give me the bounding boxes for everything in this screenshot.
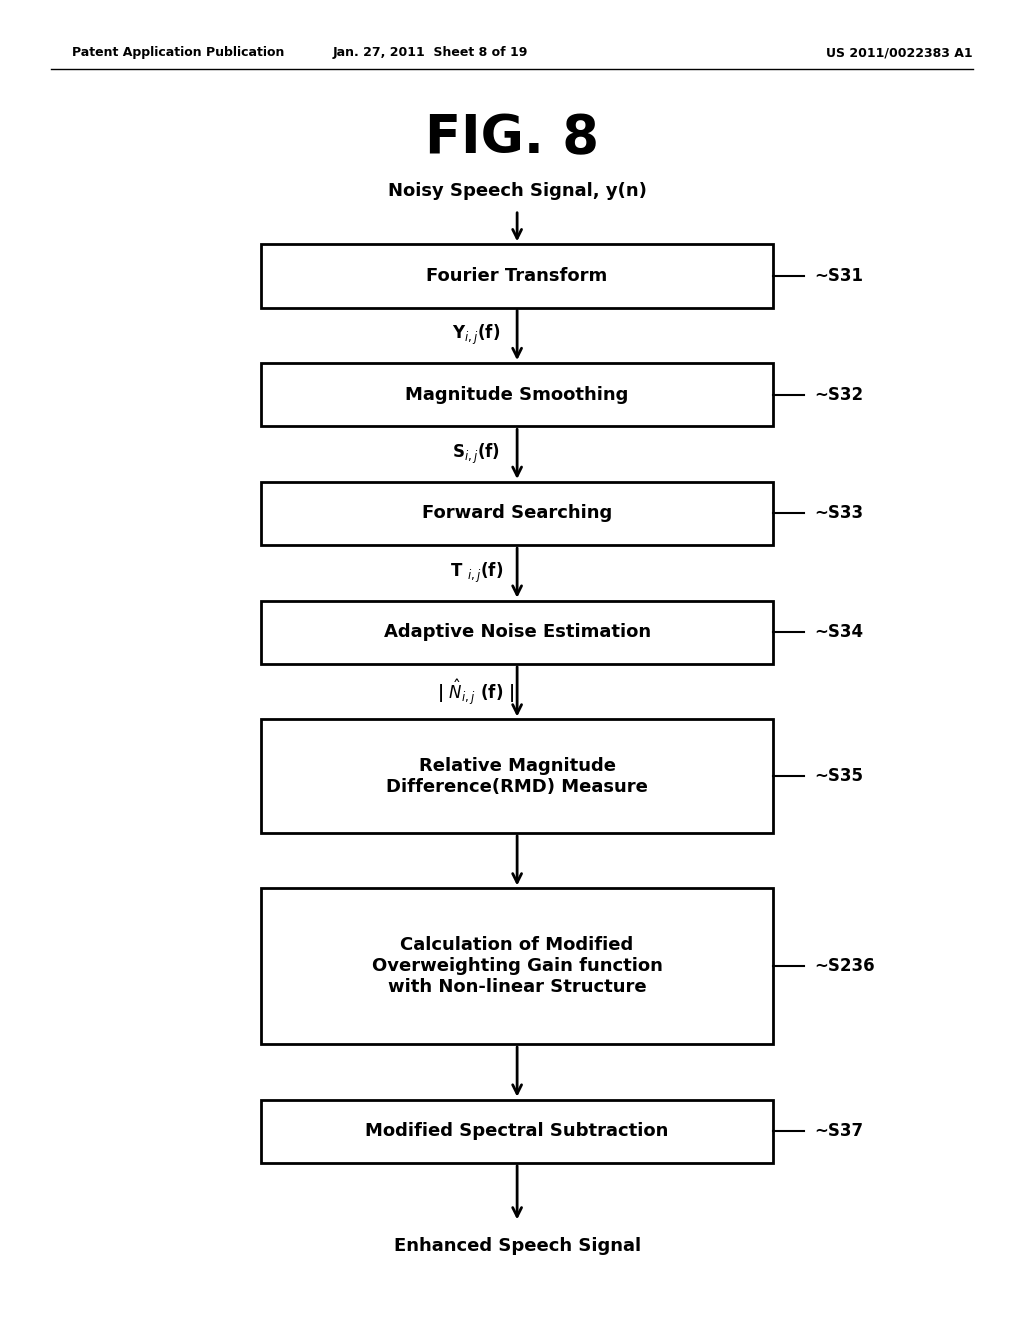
Text: | $\hat{N}_{i,j}$ (f) |: | $\hat{N}_{i,j}$ (f) |	[437, 677, 515, 706]
Text: ∼S34: ∼S34	[814, 623, 863, 642]
Text: Enhanced Speech Signal: Enhanced Speech Signal	[393, 1237, 641, 1255]
Text: Modified Spectral Subtraction: Modified Spectral Subtraction	[366, 1122, 669, 1140]
Text: FIG. 8: FIG. 8	[425, 112, 599, 165]
Text: Relative Magnitude
Difference(RMD) Measure: Relative Magnitude Difference(RMD) Measu…	[386, 756, 648, 796]
Text: ∼S33: ∼S33	[814, 504, 863, 523]
Text: US 2011/0022383 A1: US 2011/0022383 A1	[826, 46, 973, 59]
Text: ∼S35: ∼S35	[814, 767, 863, 785]
Text: Magnitude Smoothing: Magnitude Smoothing	[406, 385, 629, 404]
Text: ∼S32: ∼S32	[814, 385, 863, 404]
Text: Noisy Speech Signal, y(n): Noisy Speech Signal, y(n)	[388, 182, 646, 201]
Text: ∼S37: ∼S37	[814, 1122, 863, 1140]
Bar	[261, 482, 773, 545]
Text: T $_{i,j}$(f): T $_{i,j}$(f)	[450, 561, 503, 585]
Bar	[261, 363, 773, 426]
Text: Patent Application Publication: Patent Application Publication	[72, 46, 284, 59]
Text: ∼S236: ∼S236	[814, 957, 874, 975]
Text: Calculation of Modified
Overweighting Gain function
with Non-linear Structure: Calculation of Modified Overweighting Ga…	[372, 936, 663, 997]
Bar	[261, 244, 773, 308]
Text: S$_{i,j}$(f): S$_{i,j}$(f)	[453, 442, 500, 466]
Bar	[261, 601, 773, 664]
Bar	[261, 719, 773, 833]
Text: Adaptive Noise Estimation: Adaptive Noise Estimation	[384, 623, 650, 642]
Bar	[261, 1100, 773, 1163]
Text: Y$_{i,j}$(f): Y$_{i,j}$(f)	[452, 323, 501, 347]
Text: Forward Searching: Forward Searching	[422, 504, 612, 523]
Text: ∼S31: ∼S31	[814, 267, 863, 285]
Text: Jan. 27, 2011  Sheet 8 of 19: Jan. 27, 2011 Sheet 8 of 19	[333, 46, 527, 59]
Bar	[261, 888, 773, 1044]
Text: Fourier Transform: Fourier Transform	[426, 267, 608, 285]
